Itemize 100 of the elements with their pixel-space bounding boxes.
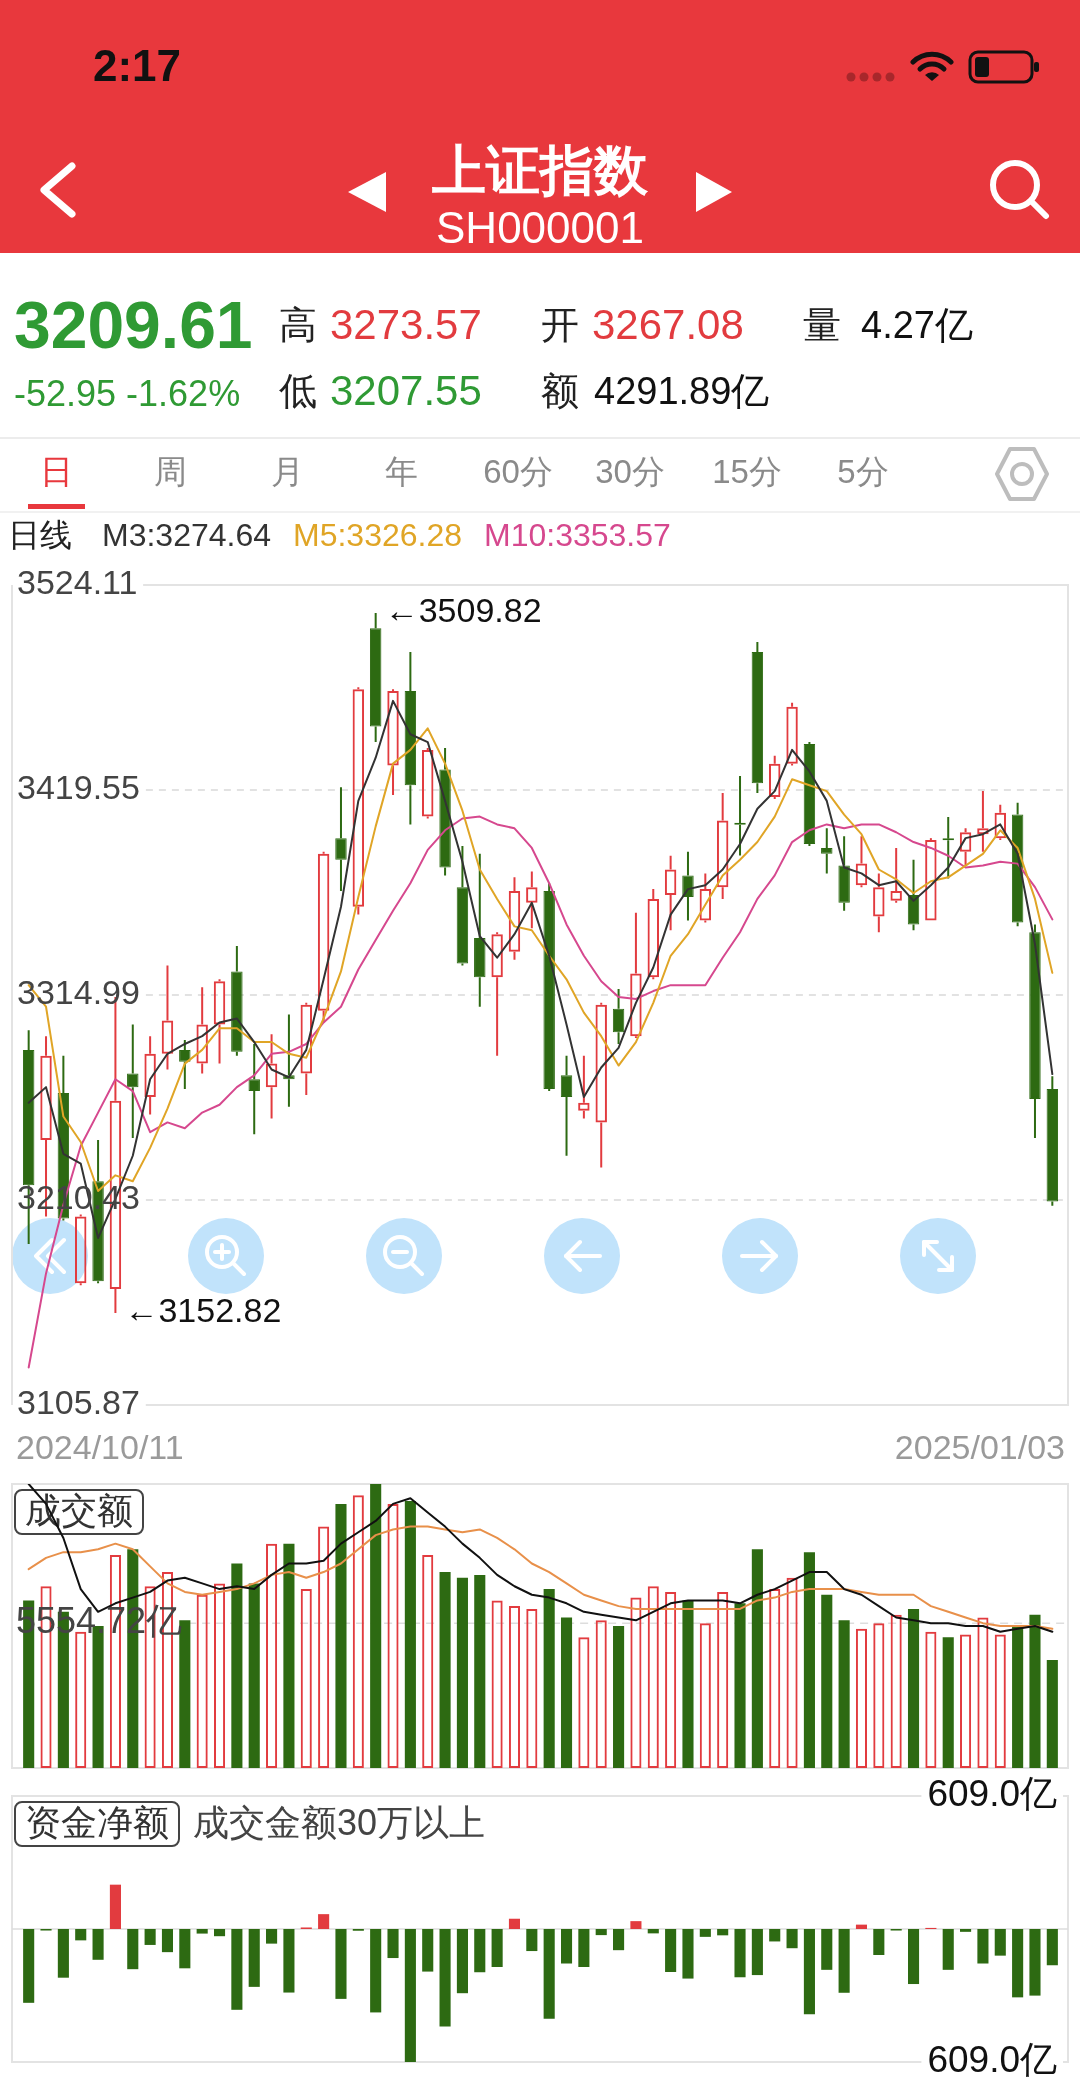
text: 30分: [595, 452, 665, 492]
bar: [682, 1929, 694, 1979]
text: 60分: [483, 452, 553, 492]
bar: [75, 1929, 87, 1941]
text: 3209.61: [14, 287, 253, 364]
bar: [665, 1929, 677, 1973]
bar: [422, 1929, 434, 1972]
bar: [734, 1603, 746, 1768]
bar: [127, 1929, 139, 1970]
text: M3:3274.64: [102, 516, 272, 553]
bar: [682, 1600, 694, 1768]
y-tick-label: 609.0亿: [927, 2039, 1057, 2081]
text: 开: [541, 303, 579, 348]
bar: [907, 1608, 920, 1768]
candlestick: [335, 786, 347, 893]
candlestick: [231, 944, 243, 1057]
y-tick-label: 3105.87: [17, 1383, 140, 1422]
bar: [977, 1929, 989, 1964]
bar: [1046, 1660, 1058, 1768]
text: 量: [803, 303, 841, 348]
bar: [439, 1929, 451, 2027]
text: 高: [279, 303, 317, 348]
bar: [821, 1594, 833, 1768]
bar: [560, 1617, 573, 1768]
bar: [855, 1924, 868, 1929]
candlestick: [821, 827, 833, 875]
text: 3207.55: [330, 366, 482, 416]
bar: [1012, 1929, 1024, 1998]
annotation: ←3509.82: [384, 591, 542, 630]
text: 月: [270, 452, 304, 492]
bar: [404, 1501, 416, 1768]
candlestick: [612, 988, 625, 1045]
text: 2025/01/03: [894, 1427, 1065, 1468]
y-tick-label: 3419.55: [17, 768, 140, 807]
bar: [769, 1929, 781, 1942]
bar: [109, 1884, 121, 1929]
text: M5:3326.28: [293, 516, 463, 553]
bar: [838, 1620, 850, 1768]
bar: [283, 1543, 295, 1768]
text: 15分: [712, 452, 782, 492]
bar: [491, 1929, 503, 1967]
bar: [595, 1929, 607, 1936]
bar: [786, 1929, 798, 1949]
y-tick-label: 609.0亿: [927, 1773, 1057, 1815]
bar: [699, 1929, 711, 1937]
bar: [57, 1929, 69, 1978]
text: 4291.89亿: [594, 369, 770, 414]
text: 周: [153, 452, 187, 492]
bar: [942, 1929, 954, 1970]
bar: [266, 1929, 278, 1944]
bar: [508, 1918, 521, 1929]
bar: [821, 1929, 833, 1970]
annotation: ←3152.82: [124, 1291, 282, 1330]
candlestick: [1029, 923, 1041, 1140]
bar: [161, 1929, 174, 1953]
bar: [387, 1929, 399, 1959]
text: 年: [384, 452, 418, 492]
bar: [578, 1929, 590, 1967]
chart-title: 上证指数: [432, 139, 648, 202]
bar: [370, 1929, 382, 2013]
bar: [335, 1929, 347, 1999]
text: 3267.08: [592, 300, 744, 350]
bar: [717, 1929, 729, 1936]
bar: [231, 1563, 243, 1768]
candlestick: [456, 844, 469, 967]
text: 日: [39, 452, 73, 492]
bar: [370, 1484, 382, 1768]
bar: [439, 1572, 451, 1768]
bar: [213, 1929, 226, 1937]
text: 2:17: [93, 40, 182, 92]
bar: [613, 1626, 625, 1768]
bar: [318, 1914, 330, 1929]
bar: [994, 1929, 1006, 1956]
bar: [647, 1929, 659, 1934]
bar: [751, 1549, 763, 1768]
bar: [613, 1929, 625, 1951]
bar: [560, 1929, 573, 1964]
chart-subtitle: SH000001: [436, 202, 644, 254]
bar: [23, 1929, 35, 2003]
text: -52.95 -1.62%: [14, 372, 241, 415]
chart-title: 资金净额: [25, 1801, 169, 1843]
text: 额: [541, 369, 579, 414]
candlestick: [474, 852, 486, 1008]
candlestick: [1046, 1075, 1059, 1207]
bar: [630, 1921, 642, 1929]
text: 4.27亿: [861, 303, 973, 348]
bar: [543, 1589, 555, 1768]
bar: [838, 1929, 850, 1993]
bar: [1046, 1929, 1058, 1966]
bar: [1029, 1929, 1041, 1996]
bar: [803, 1929, 815, 2015]
bar: [231, 1929, 243, 2010]
bar: [196, 1929, 208, 1934]
text: 5分: [837, 452, 889, 492]
bar: [803, 1552, 815, 1768]
candlestick: [751, 641, 764, 795]
candlestick: [369, 612, 382, 744]
text: 2024/10/11: [16, 1427, 184, 1468]
bar: [456, 1577, 468, 1768]
bar: [283, 1929, 295, 1993]
